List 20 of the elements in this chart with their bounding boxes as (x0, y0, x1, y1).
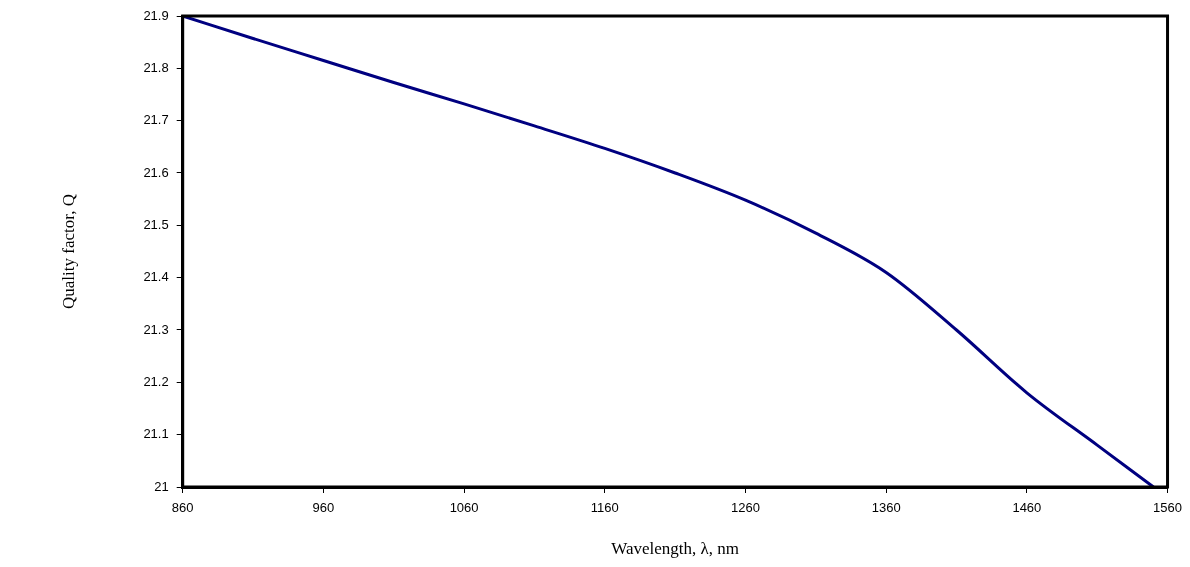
y-tick-label: 21.9 (143, 7, 169, 23)
y-tick-label: 21.1 (143, 426, 169, 442)
y-tick-label: 21.6 (143, 164, 169, 180)
x-tick-label: 1360 (871, 500, 901, 516)
x-tick-label: 1460 (1012, 500, 1042, 516)
y-tick-label: 21.4 (143, 269, 169, 285)
x-tick-label: 960 (312, 500, 335, 516)
y-tick-label: 21.5 (143, 216, 169, 232)
x-tick-label: 1060 (449, 500, 479, 516)
x-tick-label: 860 (171, 500, 194, 516)
y-tick-label: 21.7 (143, 112, 169, 128)
y-tick-label: 21.2 (143, 373, 169, 389)
x-tick-label: 1160 (590, 500, 619, 516)
x-axis-title: Wavelength, λ, nm (611, 539, 739, 559)
y-tick-label: 21 (154, 478, 169, 494)
x-tick-label: 1260 (731, 500, 760, 516)
y-tick-label: 21.3 (143, 321, 169, 337)
y-axis-title: Quality factor, Q (58, 194, 78, 309)
x-tick-label: 1560 (1153, 500, 1182, 516)
y-tick-label: 21.8 (143, 59, 169, 75)
